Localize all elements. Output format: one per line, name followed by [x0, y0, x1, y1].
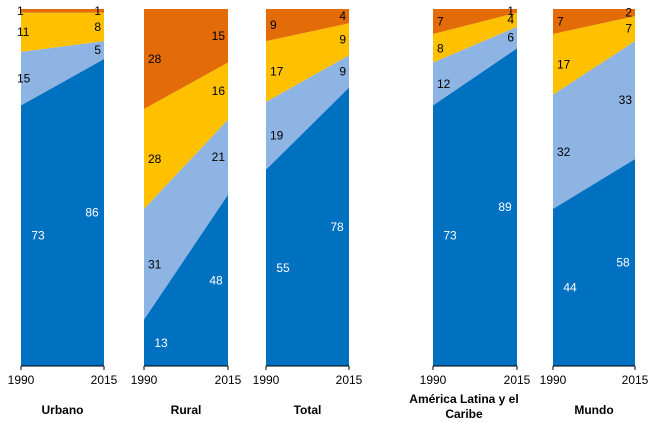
area-series-4 — [553, 9, 635, 34]
value-label: 7 — [437, 14, 444, 28]
value-label: 48 — [209, 273, 223, 287]
area-series-4 — [21, 9, 104, 13]
panel-4: 73 89 12 6 8 4 7 1 1990 2015 América Latina y elCa… — [409, 4, 530, 421]
value-label: 33 — [619, 93, 633, 107]
value-label: 31 — [148, 257, 162, 271]
value-label: 8 — [94, 20, 101, 34]
value-label: 7 — [557, 14, 564, 28]
area-series-2 — [266, 55, 349, 170]
value-label: 55 — [276, 261, 290, 275]
area-series-2 — [21, 41, 104, 106]
area-series-4 — [266, 9, 349, 42]
x-tick-label: 1990 — [540, 373, 567, 387]
value-label: 13 — [154, 336, 168, 350]
x-tick-label: 2015 — [336, 373, 363, 387]
panel-2: 13 48 31 21 28 16 28 15 1990 2015 Rural — [131, 9, 242, 417]
x-tick-label: 1990 — [131, 373, 158, 387]
value-label: 5 — [94, 43, 101, 57]
value-label: 86 — [85, 205, 99, 219]
area-series-1 — [433, 48, 517, 367]
area-series-2 — [553, 41, 635, 209]
value-label: 21 — [212, 150, 226, 164]
value-label: 17 — [557, 57, 571, 71]
area-series-2 — [433, 26, 517, 106]
value-label: 16 — [212, 84, 226, 98]
x-tick-label: 2015 — [215, 373, 242, 387]
area-series-1 — [144, 194, 228, 366]
value-label: 6 — [507, 31, 514, 45]
area-series-3 — [21, 12, 104, 52]
x-tick-label: 2015 — [91, 373, 118, 387]
area-series-4 — [433, 9, 517, 34]
value-label: 89 — [498, 200, 512, 214]
area-series-3 — [144, 62, 228, 209]
value-label: 32 — [557, 145, 571, 159]
value-label: 9 — [270, 18, 277, 32]
area-series-1 — [21, 58, 104, 366]
value-label: 17 — [270, 64, 284, 78]
value-label: 73 — [31, 229, 45, 243]
area-series-3 — [433, 12, 517, 63]
value-label: 58 — [616, 255, 630, 269]
value-label: 15 — [17, 72, 31, 86]
value-label: 7 — [625, 22, 632, 36]
area-series-1 — [266, 87, 349, 366]
panel-title: Total — [294, 403, 322, 417]
area-series-2 — [144, 119, 228, 320]
x-tick-label: 1990 — [253, 373, 280, 387]
value-label: 2 — [625, 6, 632, 20]
panel-3: 55 78 19 9 17 9 9 4 1990 2015 Total — [253, 9, 363, 417]
value-label: 44 — [563, 280, 577, 294]
value-label: 4 — [507, 13, 514, 27]
value-label: 19 — [270, 129, 284, 143]
x-tick-label: 2015 — [504, 373, 531, 387]
value-label: 28 — [148, 52, 162, 66]
value-label: 9 — [339, 32, 346, 46]
x-tick-label: 1990 — [8, 373, 35, 387]
area-series-1 — [553, 158, 635, 366]
area-series-3 — [266, 23, 349, 102]
value-label: 78 — [330, 220, 344, 234]
panel-title: Urbano — [42, 403, 84, 417]
panel-title: Rural — [171, 403, 202, 417]
x-tick-label: 2015 — [622, 373, 648, 387]
value-label: 15 — [212, 29, 226, 43]
value-label: 4 — [339, 9, 346, 23]
x-tick-label: 1990 — [420, 373, 447, 387]
panel-5: 44 58 32 33 17 7 7 2 1990 2015 Mundo — [540, 6, 648, 417]
value-label: 1 — [94, 4, 101, 18]
value-label: 11 — [17, 25, 30, 39]
value-label: 12 — [437, 77, 451, 91]
value-label: 1 — [507, 4, 514, 18]
area-series-4 — [144, 9, 228, 109]
value-label: 73 — [443, 229, 457, 243]
value-label: 28 — [148, 152, 162, 166]
area-series-3 — [553, 16, 635, 95]
panel-title: América Latina y el — [409, 392, 518, 406]
panel-title: Caribe — [445, 407, 483, 421]
value-label: 8 — [437, 41, 444, 55]
value-label: 1 — [17, 4, 24, 18]
panel-title: Mundo — [574, 403, 613, 417]
value-label: 9 — [339, 64, 346, 78]
